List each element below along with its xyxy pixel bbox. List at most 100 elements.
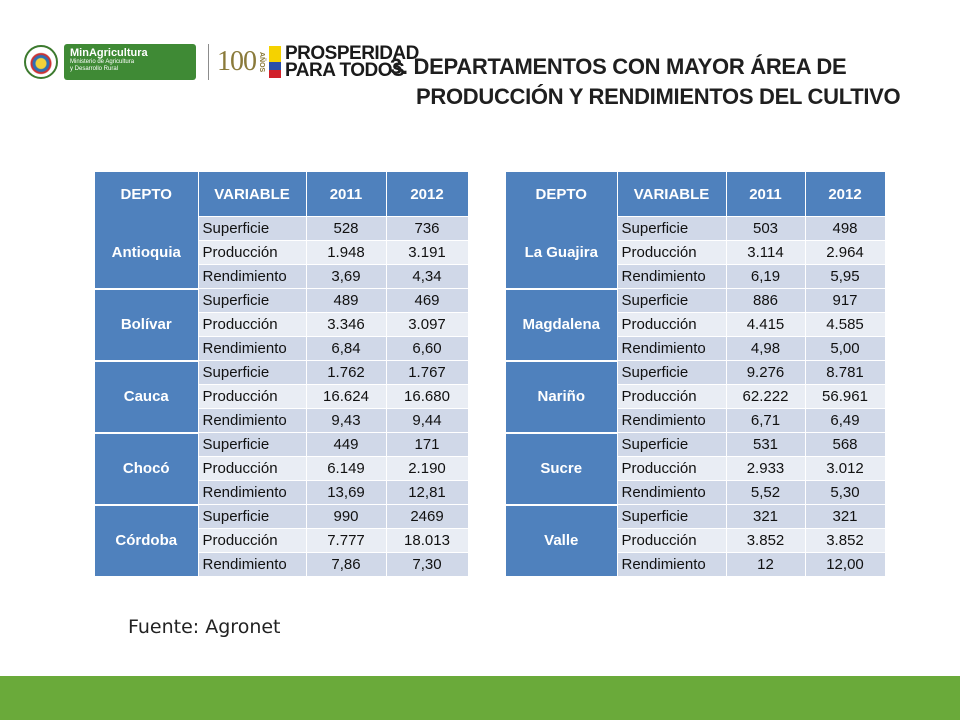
variable-cell: Rendimiento	[616, 408, 727, 433]
table-row: Rendimiento 3,69 4,34	[95, 264, 469, 289]
table-row: Cauca Superficie 1.762 1.767	[95, 360, 469, 434]
value-2011-cell: 9,43	[305, 408, 387, 433]
depto-cell: Antioquia	[95, 216, 199, 290]
value-2012-cell: 8.781	[804, 360, 886, 385]
depto-cell: Sucre	[506, 432, 618, 506]
left-data-table: DEPTO VARIABLE 2011 2012 Antioquia Superf…	[95, 172, 469, 578]
value-2011-cell: 6,84	[305, 336, 387, 361]
value-2012-cell: 9,44	[385, 408, 469, 433]
variable-cell: Producción	[616, 312, 727, 337]
colombia-seal-icon	[24, 45, 58, 79]
table-row: Rendimiento 5,52 5,30	[506, 480, 886, 505]
value-2011-cell: 13,69	[305, 480, 387, 505]
table-row: Valle Superficie 321 321	[506, 504, 886, 578]
variable-cell: Producción	[197, 312, 307, 337]
centenary-number: 100	[217, 46, 257, 77]
value-2012-cell: 2.964	[804, 240, 886, 265]
variable-cell: Superficie	[197, 432, 307, 457]
value-2011-cell: 7.777	[305, 528, 387, 553]
table-row: Córdoba Superficie 990 2469	[95, 504, 469, 578]
value-2011-cell: 6.149	[305, 456, 387, 481]
value-2011-cell: 449	[305, 432, 387, 457]
slogan-line-1: PROSPERIDAD	[285, 43, 419, 64]
value-2012-cell: 2469	[385, 504, 469, 529]
value-2012-cell: 56.961	[804, 384, 886, 409]
value-2012-cell: 2.190	[385, 456, 469, 481]
depto-cell: Cauca	[95, 360, 199, 434]
variable-cell: Producción	[197, 456, 307, 481]
value-2011-cell: 1.948	[305, 240, 387, 265]
table-row: La Guajira Superficie 503 498	[506, 216, 886, 290]
variable-cell: Rendimiento	[616, 336, 727, 361]
value-2012-cell: 917	[804, 288, 886, 313]
header-variable: VARIABLE	[617, 172, 727, 217]
value-2011-cell: 4,98	[725, 336, 806, 361]
table-row: Producción 1.948 3.191	[95, 240, 469, 265]
variable-cell: Producción	[197, 384, 307, 409]
variable-cell: Superficie	[616, 288, 727, 313]
logo-divider	[208, 44, 209, 80]
value-2012-cell: 5,30	[804, 480, 886, 505]
table-row: Rendimiento 4,98 5,00	[506, 336, 886, 361]
value-2012-cell: 16.680	[385, 384, 469, 409]
value-2012-cell: 3.012	[804, 456, 886, 481]
value-2011-cell: 3.852	[725, 528, 806, 553]
header-depto: DEPTO	[95, 172, 199, 217]
table-row: Rendimiento 6,84 6,60	[95, 336, 469, 361]
value-2012-cell: 498	[804, 216, 886, 241]
value-2011-cell: 321	[725, 504, 806, 529]
value-2011-cell: 1.762	[305, 360, 387, 385]
table-row: Sucre Superficie 531 568	[506, 432, 886, 506]
value-2011-cell: 5,52	[725, 480, 806, 505]
minagricultura-logo: MinAgricultura Ministerio de Agricultura…	[64, 44, 196, 80]
variable-cell: Rendimiento	[197, 552, 307, 577]
value-2012-cell: 3.191	[385, 240, 469, 265]
variable-cell: Superficie	[197, 504, 307, 529]
colombia-flag-icon	[269, 46, 281, 78]
table-row: Chocó Superficie 449 171	[95, 432, 469, 506]
depto-cell: Chocó	[95, 432, 199, 506]
value-2012-cell: 4.585	[804, 312, 886, 337]
table-row: Producción 3.114 2.964	[506, 240, 886, 265]
table-row: Bolívar Superficie 489 469	[95, 288, 469, 362]
variable-cell: Rendimiento	[197, 408, 307, 433]
variable-cell: Superficie	[197, 288, 307, 313]
header-2012: 2012	[386, 172, 469, 217]
value-2012-cell: 6,49	[804, 408, 886, 433]
variable-cell: Superficie	[197, 360, 307, 385]
value-2012-cell: 321	[804, 504, 886, 529]
table-row: Producción 16.624 16.680	[95, 384, 469, 409]
value-2011-cell: 7,86	[305, 552, 387, 577]
value-2012-cell: 736	[385, 216, 469, 241]
value-2012-cell: 12,00	[804, 552, 886, 577]
value-2012-cell: 568	[804, 432, 886, 457]
variable-cell: Superficie	[197, 216, 307, 241]
centenary-suffix: AÑOS	[258, 51, 265, 73]
value-2012-cell: 18.013	[385, 528, 469, 553]
minagricultura-sub-2: y Desarrollo Rural	[70, 66, 119, 72]
table-row: Producción 7.777 18.013	[95, 528, 469, 553]
depto-cell: Bolívar	[95, 288, 199, 362]
variable-cell: Rendimiento	[197, 264, 307, 289]
value-2012-cell: 5,00	[804, 336, 886, 361]
value-2011-cell: 3.346	[305, 312, 387, 337]
variable-cell: Superficie	[616, 360, 727, 385]
variable-cell: Producción	[616, 528, 727, 553]
value-2011-cell: 531	[725, 432, 806, 457]
value-2011-cell: 503	[725, 216, 806, 241]
value-2011-cell: 2.933	[725, 456, 806, 481]
variable-cell: Rendimiento	[616, 480, 727, 505]
variable-cell: Rendimiento	[197, 480, 307, 505]
variable-cell: Producción	[197, 528, 307, 553]
header-variable: VARIABLE	[198, 172, 307, 217]
table-row: Rendimiento 13,69 12,81	[95, 480, 469, 505]
slogan-line-2: PARA TODOS	[285, 60, 405, 81]
slide-title: 3. DEPARTAMENTOS CON MAYOR ÁREA DE PRODU…	[390, 52, 901, 112]
value-2011-cell: 528	[305, 216, 387, 241]
variable-cell: Producción	[616, 240, 727, 265]
value-2011-cell: 6,71	[725, 408, 806, 433]
table-row: Rendimiento 7,86 7,30	[95, 552, 469, 577]
value-2011-cell: 4.415	[725, 312, 806, 337]
value-2011-cell: 6,19	[725, 264, 806, 289]
value-2012-cell: 469	[385, 288, 469, 313]
